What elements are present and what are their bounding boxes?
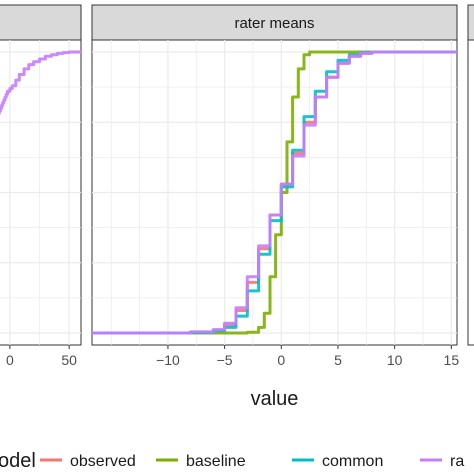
x-tick-label: −5 [217,352,233,368]
left-series-lines [0,50,81,116]
right-strip [467,4,474,41]
legend-label: baseline [186,453,246,470]
left-series-rater [0,50,81,116]
legend-label: common [322,453,383,470]
center-strip-label: rater means [234,15,314,32]
legend: odel observed baseline common ra [0,450,464,472]
left-x-ticks: 0 50 [6,345,77,368]
right-panel [467,39,474,346]
x-axis-label: value [251,388,299,410]
center-x-ticks: −10 −5 0 5 10 15 [156,345,459,368]
x-tick-label: 0 [277,352,285,368]
center-strip [91,4,458,41]
left-strip [0,4,82,41]
x-tick-label: 0 [6,352,14,368]
x-tick-label: 50 [61,352,77,368]
x-tick-label: −10 [156,352,180,368]
legend-label: ra [450,453,464,470]
x-tick-label: 5 [334,352,342,368]
legend-title: odel [0,450,36,472]
legend-label: observed [70,453,136,470]
center-series-rater [92,50,457,335]
x-tick-label: 10 [387,352,403,368]
center-series-lines [92,50,457,335]
x-tick-label: 15 [444,352,460,368]
